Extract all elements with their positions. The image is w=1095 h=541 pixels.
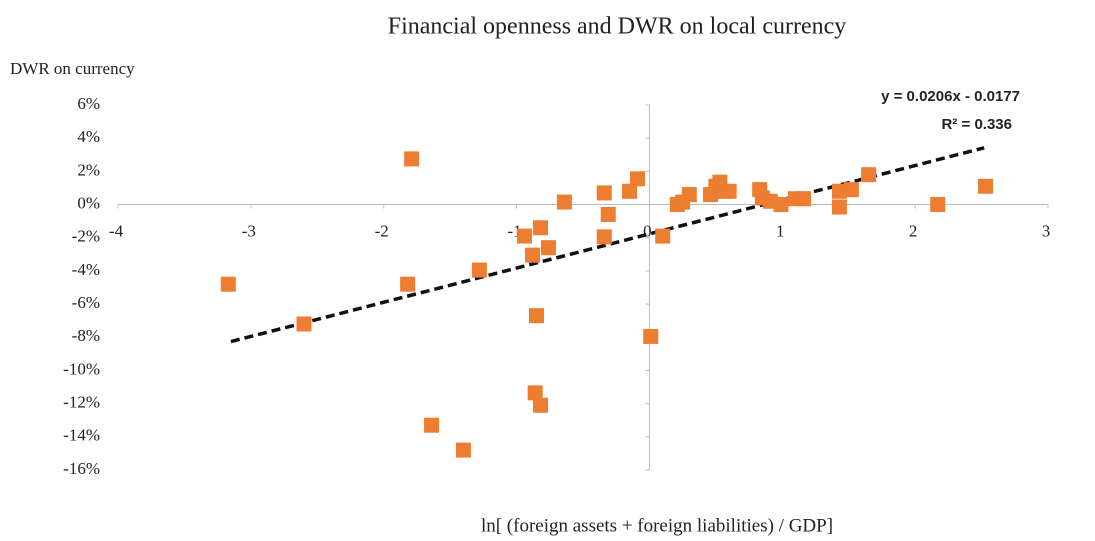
point: [655, 228, 671, 244]
point: [622, 183, 637, 199]
y-tick-label: -2%: [72, 227, 100, 246]
trend-equation: y = 0.0206x - 0.0177: [881, 88, 1020, 105]
y-tick-label: -16%: [63, 459, 100, 478]
y-tick-label: 6%: [77, 94, 100, 113]
point: [455, 442, 471, 458]
chart-title: Financial openness and DWR on local curr…: [388, 14, 847, 40]
y-tick-label: -8%: [72, 326, 100, 345]
point: [596, 229, 612, 245]
point: [517, 228, 533, 244]
point: [721, 183, 737, 199]
point: [532, 220, 548, 236]
point: [796, 191, 812, 207]
y-tick-label: 2%: [77, 160, 100, 179]
point: [600, 207, 616, 222]
point: [930, 197, 946, 213]
x-tick-label: 0: [643, 221, 652, 240]
point: [220, 276, 236, 292]
point: [843, 182, 859, 198]
y-tick-label: -10%: [63, 359, 100, 378]
x-tick-label: -3: [242, 221, 256, 240]
point: [404, 151, 420, 167]
y-tick-label: -4%: [72, 260, 100, 279]
r-squared: R² = 0.336: [942, 116, 1012, 133]
point: [861, 167, 877, 183]
point: [596, 185, 612, 201]
point: [978, 178, 994, 194]
x-tick-label: 3: [1042, 221, 1051, 240]
point: [529, 308, 544, 324]
point: [773, 197, 789, 213]
point: [681, 187, 697, 203]
point: [629, 171, 645, 187]
x-tick-label: -4: [109, 221, 124, 240]
point: [471, 262, 487, 278]
x-tick-label: 1: [776, 221, 785, 240]
y-tick-label: -12%: [63, 393, 100, 412]
point: [527, 385, 543, 401]
x-tick-label: 2: [909, 221, 918, 240]
point: [400, 276, 416, 292]
point: [540, 240, 556, 256]
point: [556, 194, 572, 210]
point: [424, 417, 440, 433]
x-axis-label: ln[ (foreign assets + foreign liabilitie…: [481, 515, 833, 536]
point: [296, 316, 312, 332]
y-tick-label: 0%: [77, 193, 100, 212]
trendline: [230, 146, 985, 344]
point: [643, 328, 659, 344]
point: [831, 183, 847, 199]
y-tick-label: -14%: [63, 426, 100, 445]
point: [831, 199, 847, 215]
y-tick-label: 4%: [77, 127, 100, 146]
point: [532, 397, 548, 413]
y-axis-label: DWR on currency: [10, 59, 135, 78]
x-tick-label: -2: [375, 221, 389, 240]
y-tick-label: -6%: [72, 293, 100, 312]
point: [525, 247, 541, 263]
